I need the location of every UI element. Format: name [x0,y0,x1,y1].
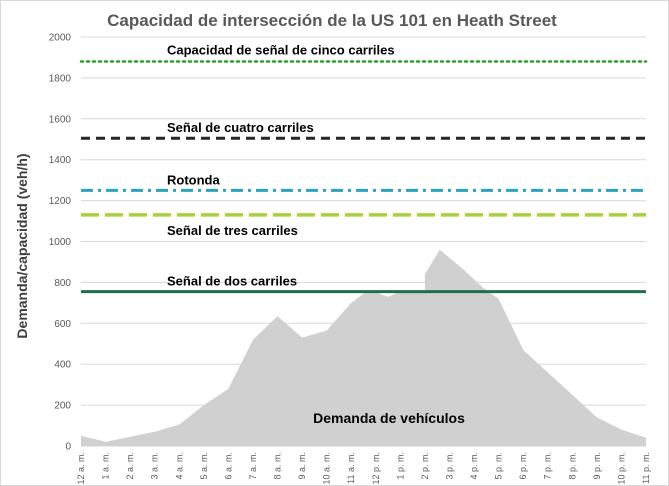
y-ticks-layer: 0 200 400 600 800 1000 1200 1400 1600 1800 2000 [49,33,72,453]
chart-title: Capacidad de intersección de la US 101 e… [107,11,557,30]
x-tick-label: 7 p. m. [543,452,553,480]
capacity-line-label-3: Señal de tres carriles [167,223,298,238]
capacity-line-label-4: Señal de dos carriles [167,274,297,289]
x-tick-label: 11 a. m. [346,452,356,484]
x-tick-label: 7 a. m. [248,452,258,480]
x-tick-label: 2 a. m. [125,452,135,480]
y-tick-label: 1800 [49,73,72,84]
line-labels-layer: Capacidad de señal de cinco carriles Seña… [167,43,465,426]
x-tick-label: 1 p. m. [395,452,405,480]
x-tick-label: 12 p. m. [371,452,381,485]
y-tick-label: 800 [54,278,71,289]
capacity-line-label-1: Señal de cuatro carriles [167,120,314,135]
x-tick-label: 10 a. m. [322,452,332,485]
x-tick-label: 6 a. m. [223,452,233,480]
x-tick-label: 4 p. m. [469,452,479,480]
y-tick-label: 1600 [49,114,72,125]
x-tick-label: 1 a. m. [101,452,111,480]
y-tick-label: 600 [54,319,71,330]
demand-area-label: Demanda de vehículos [313,410,465,426]
x-ticks-layer: 12 a. m. 1 a. m. 2 a. m. 3 a. m. 4 a. m. 5 a.… [76,452,651,485]
area-layer [81,249,646,446]
y-tick-label: 1000 [49,237,72,248]
y-tick-label: 1200 [49,196,72,207]
capacity-line-label-0: Capacidad de señal de cinco carriles [167,43,395,58]
x-tick-label: 4 a. m. [174,452,184,480]
grid-layer [81,36,646,447]
x-tick-label: 3 a. m. [150,452,160,480]
y-tick-label: 400 [54,360,71,371]
demand-area [81,249,646,446]
x-tick-label: 2 p. m. [420,452,430,480]
x-tick-label: 5 p. m. [494,452,504,480]
y-axis-label: Demanda/capacidad (veh/h) [14,153,30,338]
x-tick-label: 12 a. m. [76,452,86,485]
y-tick-label: 200 [54,401,71,412]
x-tick-label: 8 p. m. [567,452,577,480]
x-tick-label: 5 a. m. [199,452,209,480]
y-tick-label: 2000 [49,33,72,44]
capacity-lines-layer [79,60,648,294]
x-tick-label: 11 p. m. [641,452,651,484]
x-tick-label: 9 a. m. [297,452,307,480]
capacity-line-label-2: Rotonda [167,172,220,187]
y-tick-label: 1400 [49,155,72,166]
x-tick-label: 3 p. m. [444,452,454,480]
x-tick-label: 10 p. m. [616,452,626,485]
x-tick-label: 9 p. m. [592,452,602,480]
y-tick-label: 0 [65,442,71,453]
x-tick-label: 6 p. m. [518,452,528,480]
x-tick-label: 8 a. m. [273,452,283,480]
